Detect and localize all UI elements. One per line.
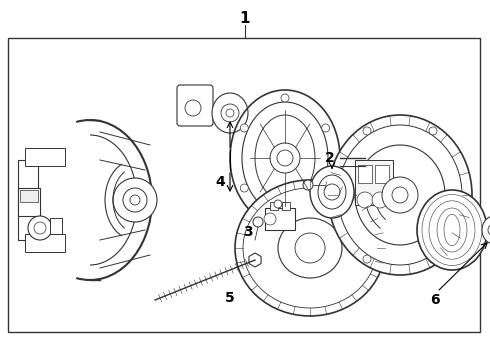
- Ellipse shape: [328, 115, 472, 275]
- Circle shape: [303, 180, 313, 190]
- Circle shape: [264, 213, 276, 225]
- Circle shape: [357, 192, 373, 208]
- Circle shape: [113, 178, 157, 222]
- Circle shape: [488, 224, 490, 236]
- Bar: [20, 190, 38, 202]
- Text: 4: 4: [215, 175, 225, 189]
- Bar: [18, 160, 38, 240]
- Circle shape: [123, 188, 147, 212]
- Bar: [270, 202, 278, 210]
- Bar: [25, 234, 65, 252]
- Ellipse shape: [243, 188, 377, 308]
- Ellipse shape: [318, 175, 346, 209]
- Bar: [355, 160, 393, 205]
- Text: 5: 5: [225, 291, 235, 305]
- Ellipse shape: [212, 93, 248, 133]
- Ellipse shape: [235, 180, 385, 316]
- Circle shape: [382, 177, 418, 213]
- Ellipse shape: [482, 216, 490, 244]
- Bar: [50, 218, 62, 234]
- Circle shape: [363, 127, 371, 135]
- Circle shape: [240, 184, 248, 192]
- Circle shape: [270, 143, 300, 173]
- Circle shape: [221, 104, 239, 122]
- Circle shape: [363, 255, 371, 263]
- Circle shape: [429, 255, 437, 263]
- Bar: [8, 38, 480, 332]
- Circle shape: [322, 124, 330, 132]
- Circle shape: [324, 184, 340, 200]
- Ellipse shape: [417, 190, 487, 270]
- Circle shape: [130, 195, 140, 205]
- Text: 6: 6: [430, 293, 440, 307]
- Circle shape: [277, 150, 293, 166]
- Circle shape: [226, 109, 234, 117]
- Bar: [282, 202, 290, 210]
- Text: 1: 1: [240, 10, 250, 26]
- FancyBboxPatch shape: [177, 85, 213, 126]
- Circle shape: [281, 214, 289, 222]
- Text: 3: 3: [243, 225, 253, 239]
- Circle shape: [372, 192, 388, 208]
- Bar: [18, 188, 40, 216]
- Ellipse shape: [278, 218, 342, 278]
- Circle shape: [274, 200, 282, 208]
- Circle shape: [253, 217, 263, 227]
- Ellipse shape: [310, 166, 354, 218]
- Circle shape: [322, 184, 330, 192]
- Bar: [358, 165, 372, 183]
- Ellipse shape: [355, 145, 445, 245]
- Ellipse shape: [338, 125, 462, 265]
- Circle shape: [281, 94, 289, 102]
- Bar: [375, 165, 389, 183]
- Circle shape: [240, 124, 248, 132]
- Circle shape: [28, 216, 52, 240]
- Circle shape: [429, 127, 437, 135]
- Circle shape: [295, 233, 325, 263]
- Bar: [265, 208, 295, 230]
- Text: 2: 2: [325, 151, 335, 165]
- Bar: [25, 148, 65, 166]
- Circle shape: [185, 100, 201, 116]
- Circle shape: [34, 222, 46, 234]
- Circle shape: [392, 187, 408, 203]
